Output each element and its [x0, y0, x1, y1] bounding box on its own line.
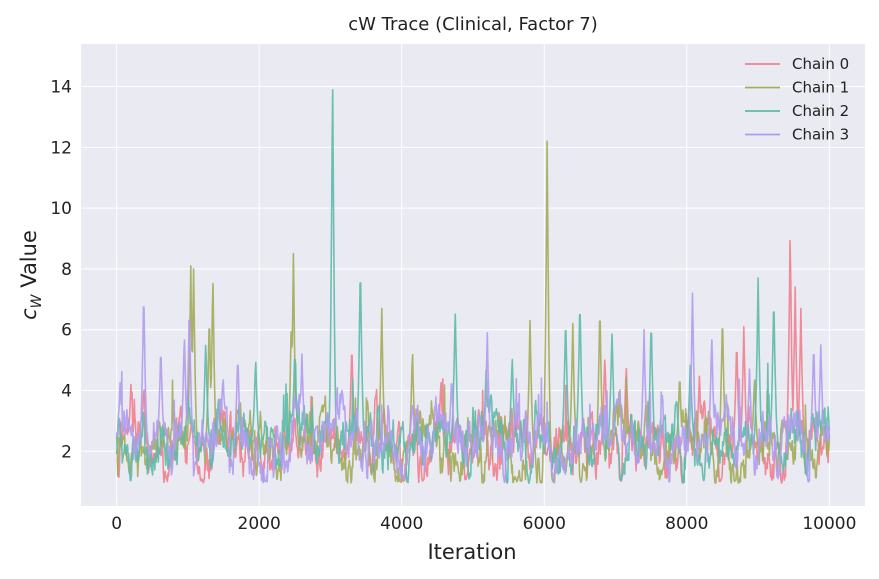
x-axis-ticks: 0 2000 4000 6000 8000 10000 [111, 514, 856, 534]
y-tick-label: 12 [50, 138, 72, 158]
legend-label: Chain 0 [792, 55, 849, 73]
y-tick-label: 8 [61, 260, 72, 280]
series-line [115, 89, 831, 484]
x-tick-label: 8000 [665, 514, 708, 534]
y-tick-label: 4 [61, 382, 72, 402]
y-axis-label-subscript: W [29, 293, 45, 308]
legend-label: Chain 1 [792, 79, 849, 97]
x-tick-label: 0 [111, 514, 122, 534]
x-axis-label: Iteration [427, 540, 516, 564]
legend-label: Chain 3 [792, 126, 849, 144]
series-line [115, 292, 831, 484]
y-axis-ticks: 2 4 6 8 10 12 14 [50, 78, 72, 463]
y-axis-label: cW Value [17, 230, 45, 320]
x-tick-label: 4000 [380, 514, 423, 534]
x-tick-label: 6000 [523, 514, 566, 534]
y-tick-label: 14 [50, 78, 72, 98]
y-axis-label-rest: Value [17, 230, 41, 294]
y-tick-label: 6 [61, 321, 72, 341]
x-tick-label: 2000 [238, 514, 281, 534]
chart-title: cW Trace (Clinical, Factor 7) [348, 14, 598, 35]
legend: Chain 0 Chain 1 Chain 2 Chain 3 [745, 55, 849, 144]
legend-label: Chain 2 [792, 102, 849, 120]
y-axis-label-main: c [17, 308, 41, 320]
x-tick-label: 10000 [802, 514, 856, 534]
y-tick-label: 10 [50, 199, 72, 219]
y-tick-label: 2 [61, 442, 72, 462]
series-layer [115, 89, 831, 484]
